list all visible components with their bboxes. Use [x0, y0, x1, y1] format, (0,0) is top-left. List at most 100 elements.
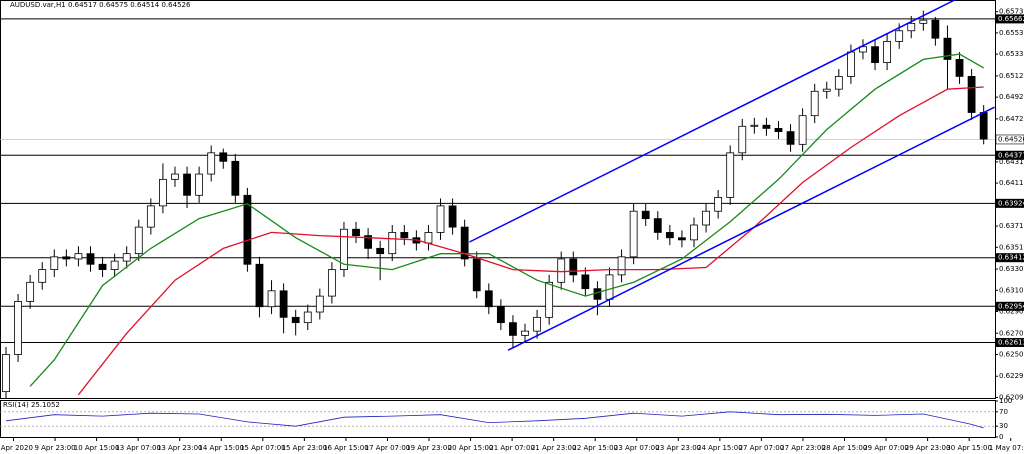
candle-body: [279, 290, 288, 318]
candle-body: [352, 228, 360, 237]
candle-body: [159, 178, 167, 207]
candle-body: [340, 228, 348, 270]
candle-body: [484, 290, 493, 308]
main-panel: [0, 0, 996, 399]
candle-body: [581, 274, 590, 290]
current-price-label: 0.64526: [998, 135, 1024, 143]
candle-body: [110, 260, 119, 270]
candle-body: [122, 253, 131, 262]
candle-body: [388, 232, 397, 255]
trendline: [469, 0, 956, 243]
x-tick-label: 13 Apr 07:00: [115, 444, 161, 452]
candle-body: [871, 46, 879, 64]
candle-body: [798, 115, 807, 145]
candle-body: [291, 316, 300, 324]
x-tick-label: 9 Apr 2020: [0, 444, 33, 452]
candle-body: [653, 218, 662, 233]
current-price-box: [995, 134, 1024, 145]
candle-body: [171, 173, 179, 180]
y-tick-label: 0.63105: [999, 286, 1024, 294]
candle-body: [303, 311, 312, 324]
candle-body: [315, 295, 324, 313]
candle-body: [738, 125, 747, 154]
candle-body: [907, 22, 916, 32]
level-label: 0.63924: [998, 199, 1024, 207]
rsi-panel: [0, 400, 996, 438]
candle-body: [26, 281, 35, 302]
candle-body: [38, 269, 47, 283]
x-tick-label: 20 Apr 15:00: [448, 444, 494, 452]
candle-body: [521, 330, 529, 336]
x-tick-label: 10 Apr 15:00: [74, 444, 120, 452]
rsi-tick-label: 100: [999, 397, 1012, 405]
x-tick-label: 27 Apr 23:00: [780, 444, 826, 452]
y-tick-label: 0.64115: [999, 179, 1024, 187]
x-tick-label: 29 Apr 23:00: [905, 444, 951, 452]
rsi-title: RSI(14) 25.1052: [3, 401, 60, 409]
x-tick-label: 15 Apr 23:00: [282, 444, 328, 452]
x-tick-label: 15 Apr 07:00: [240, 444, 286, 452]
y-tick-label: 0.65125: [999, 72, 1024, 80]
candle-body: [472, 258, 481, 292]
y-tick-label: 0.62295: [999, 372, 1024, 380]
level-label: 0.64377: [998, 151, 1024, 159]
candle-body: [665, 232, 674, 239]
candle-body: [931, 19, 940, 39]
level-label: 0.62613: [998, 338, 1024, 346]
candle-body: [883, 40, 892, 64]
candle-body: [955, 59, 964, 77]
candle-body: [557, 258, 566, 283]
x-tick-label: 29 Apr 07:00: [863, 444, 909, 452]
x-tick-label: 9 Apr 23:00: [34, 444, 75, 452]
candle-body: [98, 263, 107, 270]
candle-body: [859, 46, 867, 53]
candle-body: [364, 235, 373, 249]
candle-body: [50, 256, 59, 270]
moving-average: [77, 86, 984, 396]
x-tick-label: 19 Apr 23:00: [406, 444, 452, 452]
candle-body: [967, 76, 976, 113]
x-tick-label: 23 Apr 07:00: [614, 444, 660, 452]
candle-body: [509, 322, 517, 336]
x-tick-label: 22 Apr 15:00: [572, 444, 618, 452]
candle-body: [762, 124, 771, 129]
candle-body: [183, 173, 191, 196]
x-tick-label: 27 Apr 07:00: [739, 444, 785, 452]
rsi-tick-label: 0: [999, 433, 1003, 441]
y-tick-label: 0.62095: [999, 393, 1024, 401]
rsi-line: [5, 411, 984, 429]
candle-body: [786, 131, 795, 145]
x-tick-label: 1 May 07:00: [989, 444, 1024, 452]
level-label-box: [996, 14, 1024, 24]
level-label-box: [996, 253, 1024, 263]
candle-body: [750, 124, 759, 127]
candle-body: [714, 197, 723, 212]
x-tick-label: 28 Apr 15:00: [822, 444, 868, 452]
x-tick-label: 21 Apr 23:00: [531, 444, 577, 452]
y-tick-label: 0.64315: [999, 158, 1024, 166]
x-tick-label: 13 Apr 23:00: [157, 444, 203, 452]
candle-body: [822, 88, 831, 92]
candle-body: [545, 281, 554, 318]
level-label-box: [996, 337, 1024, 347]
level-label: 0.65662: [998, 15, 1024, 23]
candle-body: [895, 30, 904, 42]
level-label: 0.62954: [998, 302, 1024, 310]
candle-body: [231, 160, 240, 196]
candle-body: [617, 256, 626, 276]
candle-body: [207, 152, 216, 175]
candle-body: [267, 290, 276, 308]
rsi-tick-label: 70: [999, 408, 1008, 416]
candle-body: [400, 232, 409, 239]
x-tick-label: 23 Apr 23:00: [655, 444, 701, 452]
candle-body: [533, 316, 541, 332]
candle-body: [943, 37, 952, 60]
candle-body: [774, 128, 783, 133]
candle-body: [810, 90, 819, 117]
candle-body: [2, 354, 10, 393]
candle-body: [146, 205, 155, 228]
